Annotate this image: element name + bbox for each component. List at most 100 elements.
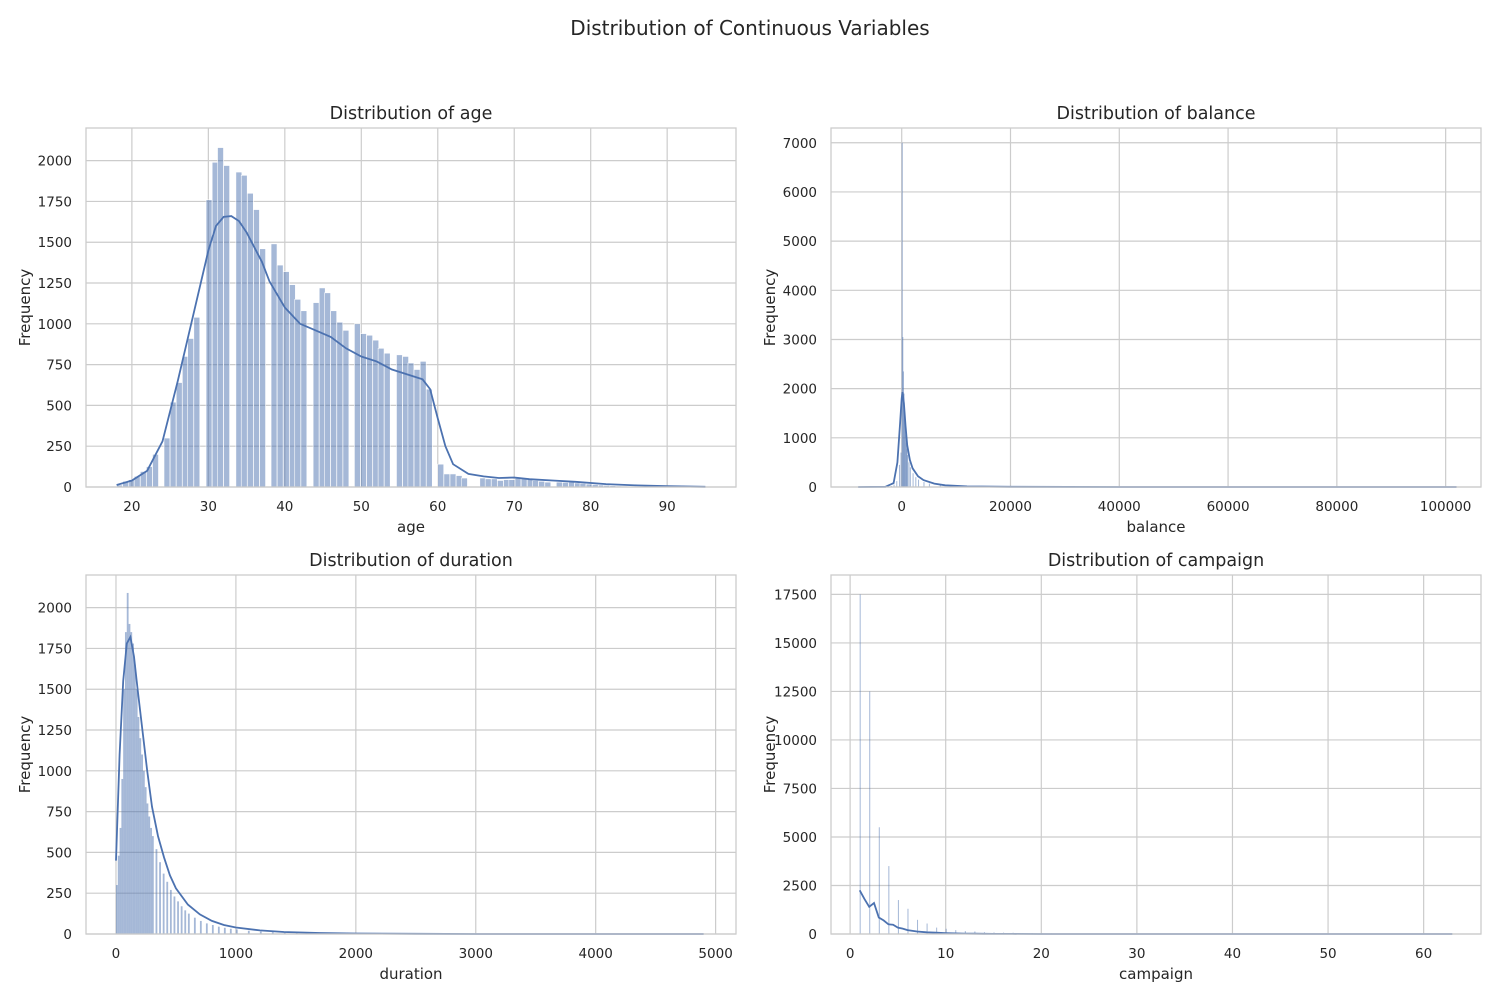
histogram-bar — [187, 913, 190, 934]
histogram-bar — [900, 452, 902, 487]
y-tick-label: 2000 — [38, 601, 72, 617]
histogram-bar — [144, 787, 147, 934]
y-tick-label: 1000 — [783, 431, 817, 447]
x-tick-label: 20 — [123, 499, 140, 515]
y-tick-label: 0 — [808, 927, 817, 943]
panel-title: Distribution of balance — [1057, 104, 1256, 124]
histogram-bar — [223, 927, 226, 934]
x-axis-label: balance — [1126, 518, 1185, 536]
histogram-bar — [413, 369, 421, 488]
histogram-bar — [193, 917, 196, 934]
y-tick-label: 1750 — [38, 641, 72, 657]
histogram-bar — [151, 836, 154, 934]
x-tick-label: 2000 — [339, 946, 373, 962]
x-tick-label: 10 — [937, 946, 954, 962]
histogram-bar — [133, 664, 136, 934]
histogram-bar — [259, 931, 262, 934]
histogram-bar — [217, 147, 224, 488]
histogram-bar — [955, 930, 957, 934]
panel-title: Distribution of age — [330, 104, 493, 124]
histogram-bar — [917, 919, 919, 934]
histogram-bar — [461, 477, 468, 488]
histogram-bar — [184, 910, 187, 934]
y-tick-label: 12500 — [774, 684, 817, 700]
x-tick-label: 40000 — [1098, 499, 1141, 515]
histogram-bar — [173, 896, 176, 934]
histogram-bar — [383, 352, 391, 488]
histogram-bar — [132, 643, 134, 934]
x-tick-label: 0 — [112, 946, 121, 962]
histogram-bar — [396, 354, 403, 488]
histogram-bar — [300, 310, 308, 488]
histogram-bar — [555, 481, 563, 488]
x-tick-label: 80000 — [1315, 499, 1358, 515]
y-tick-label: 2500 — [783, 878, 817, 894]
histogram-bar — [859, 594, 861, 934]
histogram-bar — [155, 849, 158, 934]
axes-frame — [830, 127, 1482, 488]
x-tick-label: 0 — [846, 946, 855, 962]
histogram-bar — [159, 862, 161, 934]
y-tick-label: 0 — [808, 480, 817, 496]
histogram-bar — [964, 931, 966, 934]
histogram-bar — [271, 932, 274, 934]
y-tick-label: 500 — [46, 845, 72, 861]
histogram-bar — [544, 481, 552, 488]
histogram-bar — [177, 901, 179, 934]
x-tick-label: 20000 — [989, 499, 1032, 515]
histogram-bar — [437, 463, 445, 488]
histogram-bar — [205, 923, 208, 934]
panel-title: Distribution of duration — [309, 551, 513, 571]
histogram-bar — [121, 778, 124, 934]
histogram-bar — [139, 738, 142, 934]
kde-line — [858, 391, 1457, 488]
y-tick-label: 6000 — [783, 185, 817, 201]
histogram-bar — [115, 885, 118, 934]
x-tick-label: 1000 — [219, 946, 253, 962]
histogram-bar — [240, 175, 248, 488]
histogram-bar — [137, 716, 140, 934]
histogram-bar — [283, 932, 286, 934]
histogram-bar — [163, 437, 171, 488]
y-axis-label: Frequency — [16, 716, 34, 794]
y-tick-label: 7500 — [783, 781, 817, 797]
histogram-bar — [562, 482, 569, 488]
histogram-bar — [117, 855, 120, 934]
histogram-bar — [169, 401, 177, 488]
histogram-bar — [130, 632, 133, 934]
x-tick-label: 50 — [353, 499, 370, 515]
histogram-bar — [878, 827, 880, 934]
histogram-bar — [945, 928, 947, 934]
histogram-bar — [926, 923, 928, 934]
y-tick-label: 2000 — [783, 382, 817, 398]
x-tick-label: 0 — [897, 499, 906, 515]
histogram-bar — [354, 323, 361, 488]
y-tick-label: 17500 — [774, 587, 817, 603]
histogram-bar — [905, 435, 907, 487]
panel-title: Distribution of campaign — [1048, 551, 1264, 571]
y-tick-label: 15000 — [774, 636, 817, 652]
y-tick-label: 750 — [46, 358, 72, 374]
histogram-bar — [538, 480, 545, 488]
histogram-bar — [904, 413, 906, 487]
y-tick-label: 750 — [46, 805, 72, 821]
x-tick-label: 60 — [429, 499, 446, 515]
axes-frame — [830, 574, 1482, 935]
x-tick-label: 30 — [200, 499, 217, 515]
histogram-bar — [532, 480, 539, 488]
histogram-bar — [484, 478, 492, 488]
panel-duration: 0 1000 2000 3000 4000 5000 0 250 500 750 1000 1250 1… — [16, 551, 737, 983]
panel-campaign: 0 10 20 30 40 50 60 0 2500 5000 7500 10000 12500 1500… — [761, 551, 1482, 983]
panel-balance: 0 20000 40000 60000 80000 100000 0 1000 2000 3000… — [761, 104, 1482, 536]
histogram-bar — [903, 393, 905, 487]
histogram-bar — [336, 321, 344, 488]
histogram-bar — [223, 165, 230, 488]
histogram-bar — [142, 770, 145, 934]
histogram-bar — [904, 425, 906, 487]
x-tick-label: 20 — [1033, 946, 1050, 962]
y-tick-label: 0 — [63, 927, 72, 943]
y-tick-label: 1250 — [38, 723, 72, 739]
y-tick-label: 0 — [63, 480, 72, 496]
y-tick-label: 1000 — [38, 764, 72, 780]
